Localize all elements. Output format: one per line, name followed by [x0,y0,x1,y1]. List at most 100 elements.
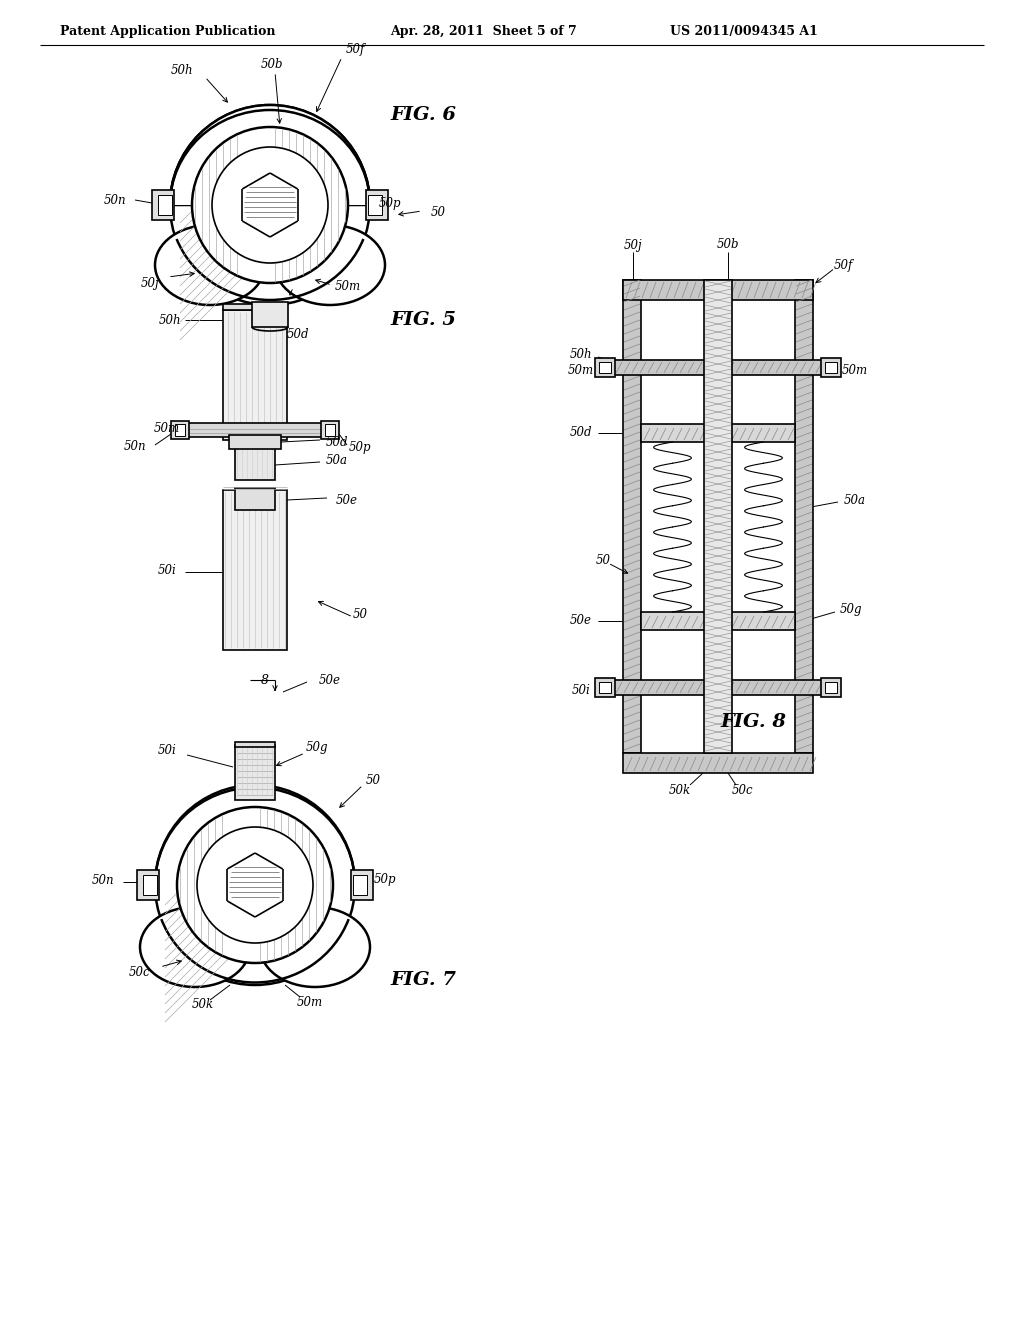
Bar [795,280,813,752]
Wedge shape [157,787,353,884]
Ellipse shape [155,224,265,305]
Bar [613,360,823,375]
Text: 50d: 50d [569,425,592,438]
Bar [252,302,288,327]
Text: 50c: 50c [732,784,754,796]
Wedge shape [170,106,370,205]
Bar [234,437,275,480]
Bar [234,744,275,800]
Bar [825,682,837,693]
Bar [595,358,615,378]
Text: 50m: 50m [154,422,180,436]
Text: 50e: 50e [319,673,341,686]
Text: 50h: 50h [159,314,181,326]
Bar [158,195,172,215]
Text: 50h: 50h [569,348,592,362]
Text: 50a: 50a [326,454,348,466]
Text: 50k: 50k [191,998,214,1011]
Wedge shape [172,107,368,205]
Text: 50: 50 [352,609,368,622]
Bar [353,875,367,895]
Bar [705,280,732,752]
Bar [234,488,275,510]
Bar [137,870,159,900]
Circle shape [212,147,328,263]
Text: Apr. 28, 2011  Sheet 5 of 7: Apr. 28, 2011 Sheet 5 of 7 [390,25,577,38]
Bar [223,490,287,649]
Text: 50k: 50k [669,784,691,796]
Text: 50i: 50i [158,743,176,756]
Bar [229,436,281,449]
Text: 50d: 50d [287,329,309,342]
Text: 50j: 50j [624,239,642,252]
Text: FIG. 5: FIG. 5 [390,312,456,329]
Bar [368,195,382,215]
Text: 50a: 50a [844,494,866,507]
Text: 50f: 50f [345,44,365,57]
Text: 50d: 50d [326,436,348,449]
Ellipse shape [140,907,250,987]
Text: Patent Application Publication: Patent Application Publication [60,25,275,38]
Text: FIG. 6: FIG. 6 [390,106,456,124]
Text: 50m: 50m [568,363,594,376]
Bar [171,421,189,440]
Circle shape [155,785,355,985]
Text: 50e: 50e [336,494,358,507]
Text: 50e: 50e [570,614,592,627]
Circle shape [197,828,313,942]
Circle shape [170,106,370,305]
Bar [623,752,813,774]
Text: FIG. 8: FIG. 8 [720,713,786,731]
Bar [325,424,335,436]
Bar [623,280,813,300]
Ellipse shape [260,907,370,987]
Text: 50h: 50h [171,63,194,77]
Bar [223,310,287,440]
Bar [641,612,795,630]
Ellipse shape [275,224,385,305]
Text: 50g: 50g [840,603,862,616]
Bar [175,424,185,436]
Bar [825,362,837,374]
Text: 50b: 50b [261,58,284,71]
Text: 50j: 50j [140,276,160,289]
Bar [821,678,841,697]
Bar [366,190,388,220]
Bar [152,190,174,220]
Text: 50c: 50c [129,966,151,979]
Text: 50n: 50n [92,874,115,887]
Text: 50m: 50m [842,363,868,376]
Text: 50b: 50b [717,239,739,252]
Bar [223,304,287,310]
Text: 50p: 50p [374,874,396,887]
Text: 50n: 50n [124,441,146,454]
Text: 50p: 50p [379,197,401,210]
Bar [321,421,339,440]
Bar [187,422,323,437]
Text: 50g: 50g [306,741,329,754]
Bar [143,875,157,895]
Text: 50f: 50f [834,259,853,272]
Text: 50: 50 [366,774,381,787]
Text: 50n: 50n [103,194,126,206]
Bar [623,280,641,752]
Bar [595,678,615,697]
Bar [351,870,373,900]
Text: 50: 50 [596,553,610,566]
Bar [821,358,841,378]
Text: US 2011/0094345 A1: US 2011/0094345 A1 [670,25,818,38]
Text: 50p: 50p [349,441,372,454]
Circle shape [193,127,348,282]
Text: FIG. 7: FIG. 7 [390,972,456,989]
Text: 50i: 50i [571,684,591,697]
Circle shape [177,807,333,964]
Text: 50: 50 [430,206,445,219]
Bar [599,362,611,374]
Text: 8: 8 [276,279,284,292]
Bar [641,424,795,442]
Text: 50m: 50m [335,281,361,293]
Bar [234,742,275,747]
Bar [613,680,823,696]
Text: 50i: 50i [158,564,176,577]
Text: 8: 8 [261,673,269,686]
